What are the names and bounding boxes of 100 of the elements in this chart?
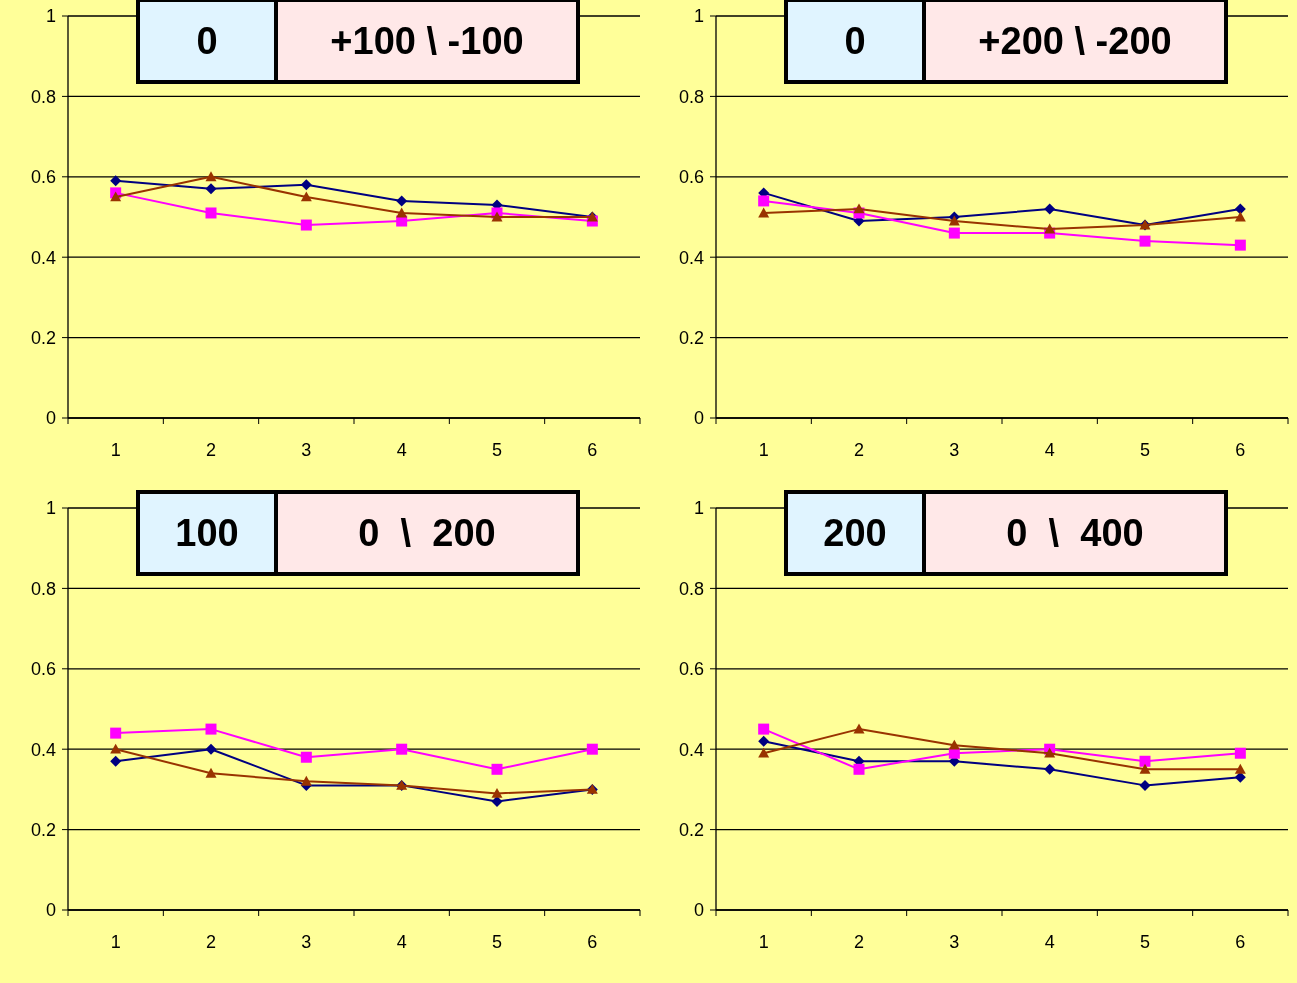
point bbox=[1234, 203, 1246, 215]
point bbox=[948, 739, 960, 750]
x-tick-label: 2 bbox=[205, 440, 217, 460]
point bbox=[758, 195, 770, 207]
point bbox=[1234, 239, 1246, 251]
x-tick-label: 6 bbox=[1235, 932, 1246, 952]
point bbox=[1044, 747, 1056, 758]
x-tick-label: 6 bbox=[1235, 440, 1246, 460]
annotation: 0 bbox=[196, 20, 218, 63]
x-tick-label: 6 bbox=[587, 932, 598, 952]
y-tick-label: 0 bbox=[45, 408, 56, 429]
x-tick-label: 2 bbox=[205, 932, 217, 952]
x-tick-label: 5 bbox=[1139, 932, 1151, 952]
y-tick-label: 0.6 bbox=[30, 659, 56, 680]
y-tick-label: 1 bbox=[45, 498, 56, 519]
y-tick-label: 1 bbox=[45, 6, 56, 27]
y-tick-label: 0.4 bbox=[678, 739, 704, 760]
y-tick-label: 0.6 bbox=[678, 659, 704, 680]
point bbox=[853, 203, 865, 214]
point bbox=[1139, 779, 1151, 791]
point bbox=[396, 215, 408, 227]
y-tick-label: 0.8 bbox=[678, 86, 704, 107]
point bbox=[853, 723, 865, 734]
x-tick-label: 5 bbox=[491, 440, 503, 460]
y-tick-label: 0.6 bbox=[678, 167, 704, 188]
x-tick-label: 3 bbox=[301, 440, 312, 460]
point bbox=[1234, 763, 1246, 774]
point bbox=[110, 175, 122, 187]
point bbox=[1044, 223, 1056, 234]
point bbox=[1044, 203, 1056, 215]
point bbox=[1139, 763, 1151, 774]
point bbox=[205, 207, 217, 219]
x-tick-label: 4 bbox=[396, 440, 407, 460]
point bbox=[205, 767, 217, 778]
point bbox=[491, 787, 503, 798]
point bbox=[205, 723, 217, 735]
x-tick-label: 5 bbox=[1139, 440, 1151, 460]
y-tick-label: 0.4 bbox=[30, 739, 56, 760]
y-tick-label: 0.2 bbox=[678, 327, 704, 348]
point bbox=[586, 743, 598, 755]
point bbox=[300, 179, 312, 191]
x-tick-label: 5 bbox=[491, 932, 503, 952]
annotation: 0 bbox=[844, 20, 866, 63]
point bbox=[1044, 763, 1056, 775]
point bbox=[853, 763, 865, 775]
point bbox=[110, 743, 122, 754]
point bbox=[300, 219, 312, 231]
point bbox=[205, 183, 217, 195]
y-tick-label: 1 bbox=[693, 6, 704, 27]
y-tick-label: 0.8 bbox=[678, 578, 704, 599]
point bbox=[491, 763, 503, 775]
annotation: +100 \ -100 bbox=[330, 20, 524, 63]
y-tick-label: 0 bbox=[45, 900, 56, 921]
annotation: 100 bbox=[175, 512, 239, 555]
point bbox=[300, 751, 312, 763]
annotation: 0 \ 200 bbox=[358, 512, 496, 555]
x-tick-label: 1 bbox=[758, 932, 769, 952]
point bbox=[1139, 235, 1151, 247]
point bbox=[205, 171, 217, 182]
x-tick-label: 6 bbox=[587, 440, 598, 460]
x-tick-label: 1 bbox=[110, 440, 121, 460]
x-tick-label: 1 bbox=[110, 932, 121, 952]
annotation: +200 \ -200 bbox=[978, 20, 1172, 63]
x-tick-label: 3 bbox=[949, 932, 960, 952]
x-tick-label: 1 bbox=[758, 440, 769, 460]
y-tick-label: 0.2 bbox=[30, 819, 56, 840]
x-tick-label: 2 bbox=[853, 932, 865, 952]
point bbox=[948, 215, 960, 226]
point bbox=[396, 195, 408, 207]
y-tick-label: 0 bbox=[693, 900, 704, 921]
point bbox=[300, 191, 312, 202]
y-tick-label: 0.2 bbox=[678, 819, 704, 840]
point bbox=[758, 723, 770, 735]
y-tick-label: 0.8 bbox=[30, 86, 56, 107]
y-tick-label: 0.8 bbox=[30, 578, 56, 599]
annotation: 0 \ 400 bbox=[1006, 512, 1144, 555]
point bbox=[758, 747, 770, 758]
point bbox=[205, 743, 217, 755]
x-tick-label: 3 bbox=[301, 932, 312, 952]
x-tick-label: 4 bbox=[1044, 440, 1055, 460]
point bbox=[758, 207, 770, 218]
y-tick-label: 0.4 bbox=[30, 247, 56, 268]
annotation: 200 bbox=[823, 512, 887, 555]
point bbox=[396, 207, 408, 218]
point bbox=[110, 727, 122, 739]
x-tick-label: 4 bbox=[396, 932, 407, 952]
x-tick-label: 4 bbox=[1044, 932, 1055, 952]
y-tick-label: 0 bbox=[693, 408, 704, 429]
point bbox=[948, 227, 960, 239]
point bbox=[1234, 747, 1246, 759]
point bbox=[110, 191, 122, 202]
point bbox=[1139, 755, 1151, 767]
y-tick-label: 1 bbox=[693, 498, 704, 519]
point bbox=[110, 755, 122, 767]
x-tick-label: 2 bbox=[853, 440, 865, 460]
point bbox=[758, 735, 770, 747]
y-tick-label: 0.6 bbox=[30, 167, 56, 188]
y-tick-label: 0.2 bbox=[30, 327, 56, 348]
point bbox=[491, 211, 503, 222]
y-tick-label: 0.4 bbox=[678, 247, 704, 268]
